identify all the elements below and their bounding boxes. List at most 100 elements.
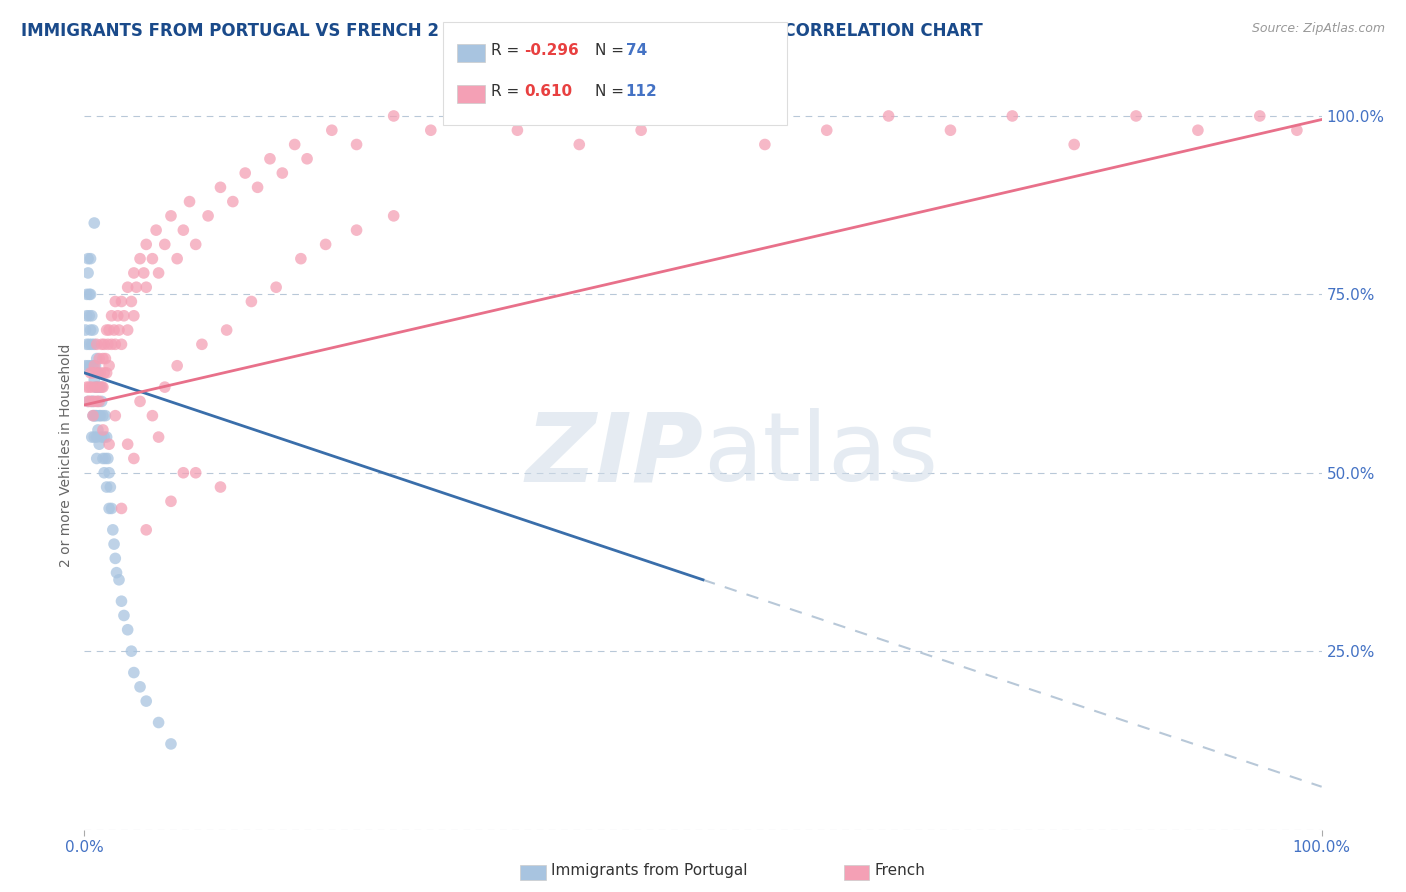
Point (630, 123, 652, 137)
Point (120, 294, 142, 309)
Point (84, 409, 107, 423)
Point (82, 359, 104, 373)
Point (77, 252, 100, 266)
Point (754, 137, 776, 152)
Point (104, 294, 127, 309)
Point (79, 287, 101, 301)
Point (135, 523, 157, 537)
Point (96, 480, 118, 494)
Point (108, 573, 131, 587)
Point (125, 280, 148, 294)
Point (321, 123, 343, 137)
Point (82, 366, 104, 380)
Point (89, 351, 111, 366)
Point (82, 323, 104, 337)
Point (89, 394, 111, 409)
Point (89, 437, 111, 451)
Text: atlas: atlas (703, 409, 938, 501)
Point (141, 252, 163, 266)
Point (1001, 109, 1024, 123)
Point (104, 551, 127, 566)
Point (100, 501, 122, 516)
Point (172, 466, 194, 480)
Point (222, 194, 245, 209)
Point (94, 351, 117, 366)
Point (90, 337, 112, 351)
Point (315, 237, 337, 252)
Point (122, 665, 145, 680)
Text: Immigrants from Portugal: Immigrants from Portugal (551, 863, 748, 878)
Point (93, 466, 115, 480)
Point (117, 437, 139, 451)
Point (77, 394, 100, 409)
Point (93, 337, 115, 351)
Point (148, 715, 170, 730)
Text: N =: N = (595, 44, 628, 58)
Point (215, 323, 238, 337)
Point (110, 337, 132, 351)
Point (346, 223, 368, 237)
Point (98, 480, 121, 494)
Point (76, 380, 98, 394)
Point (692, 109, 714, 123)
Point (87, 380, 110, 394)
Point (98, 323, 121, 337)
Point (79, 337, 101, 351)
Point (86, 366, 108, 380)
Point (506, 123, 529, 137)
Point (129, 394, 152, 409)
Text: 0.610: 0.610 (524, 85, 572, 99)
Point (97, 451, 120, 466)
Point (815, 123, 838, 137)
Point (86, 430, 108, 444)
Point (145, 223, 167, 237)
Point (75, 359, 97, 373)
Point (77, 394, 100, 409)
Point (117, 623, 139, 637)
Point (1125, 109, 1147, 123)
Point (104, 409, 127, 423)
Point (83, 394, 105, 409)
Point (148, 266, 170, 280)
Point (79, 359, 101, 373)
Point (79, 323, 101, 337)
Point (160, 494, 183, 508)
Text: N =: N = (595, 85, 628, 99)
Point (295, 152, 318, 166)
Point (79, 252, 101, 266)
Text: R =: R = (491, 44, 524, 58)
Point (83, 430, 105, 444)
Point (90, 380, 112, 394)
Point (80, 337, 103, 351)
Point (89, 380, 111, 394)
Point (568, 137, 591, 152)
Point (84, 380, 107, 394)
Point (132, 266, 155, 280)
Point (93, 366, 115, 380)
Point (939, 123, 962, 137)
Point (84, 380, 107, 394)
Point (94, 409, 117, 423)
Text: R =: R = (491, 85, 524, 99)
Point (80, 309, 103, 323)
Point (96, 323, 118, 337)
Point (419, 123, 441, 137)
Point (96, 430, 118, 444)
Point (122, 451, 145, 466)
Point (86, 409, 108, 423)
Point (110, 294, 132, 309)
Point (112, 309, 135, 323)
Point (87, 366, 110, 380)
Point (382, 209, 405, 223)
Text: ZIP: ZIP (524, 409, 703, 501)
Point (1285, 123, 1308, 137)
Point (80, 394, 103, 409)
Point (86, 451, 108, 466)
Point (79, 394, 101, 409)
Point (75, 323, 97, 337)
Point (86, 337, 108, 351)
Point (91, 409, 114, 423)
Point (153, 380, 176, 394)
Point (112, 608, 135, 623)
Point (117, 323, 139, 337)
